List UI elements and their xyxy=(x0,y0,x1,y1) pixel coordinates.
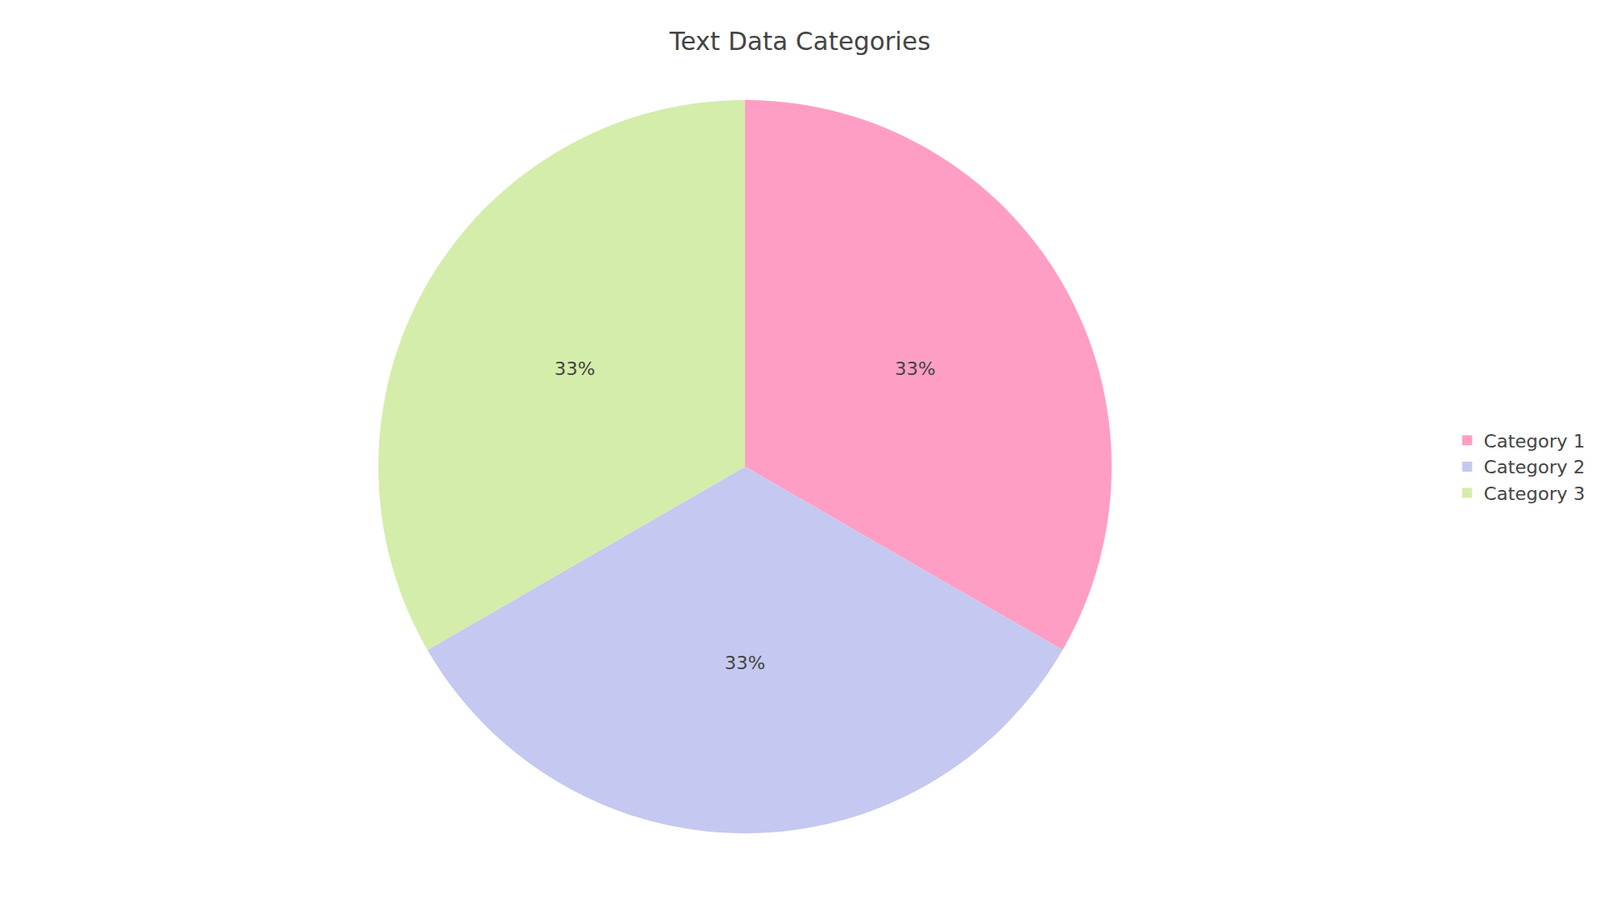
svg-text:Category 1: Category 1 xyxy=(1484,430,1585,452)
svg-text:33%: 33% xyxy=(895,358,936,380)
svg-text:33%: 33% xyxy=(554,358,595,380)
svg-text:Category 2: Category 2 xyxy=(1484,456,1585,478)
svg-text:Category 3: Category 3 xyxy=(1484,483,1585,505)
svg-text:33%: 33% xyxy=(725,652,766,674)
svg-text:Text Data Categories: Text Data Categories xyxy=(668,26,930,56)
